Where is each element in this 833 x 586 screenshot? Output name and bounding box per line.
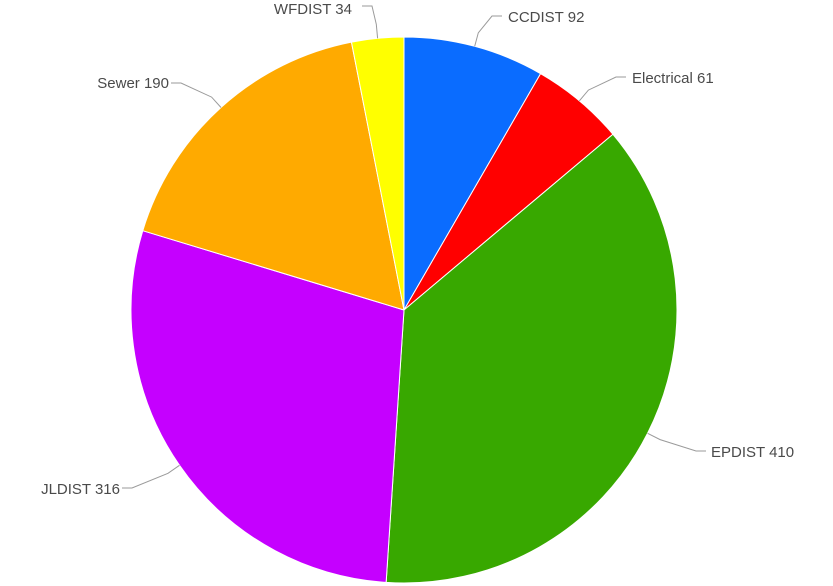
slice-label-jldist: JLDIST 316	[41, 481, 120, 498]
leader-line-jldist	[122, 464, 180, 489]
leader-line-wfdist	[362, 5, 379, 39]
slice-label-epdist: EPDIST 410	[711, 444, 794, 461]
slice-label-wfdist: WFDIST 34	[274, 1, 352, 18]
slice-label-sewer: Sewer 190	[97, 75, 169, 92]
slice-label-electrical: Electrical 61	[632, 70, 714, 87]
leader-line-sewer	[171, 82, 222, 108]
pie-slice-ccdist[interactable]	[403, 36, 542, 311]
leaders-layer	[122, 5, 706, 489]
pie-slice-epdist[interactable]	[385, 133, 678, 584]
leader-line-electrical	[579, 76, 626, 102]
slices-layer	[130, 36, 678, 584]
slice-label-ccdist: CCDIST 92	[508, 9, 584, 26]
leader-line-ccdist	[474, 15, 502, 47]
leader-line-epdist	[647, 432, 706, 452]
labels-layer: CCDIST 92 Electrical 61 EPDIST 410 JLDIST 3…	[41, 1, 794, 498]
